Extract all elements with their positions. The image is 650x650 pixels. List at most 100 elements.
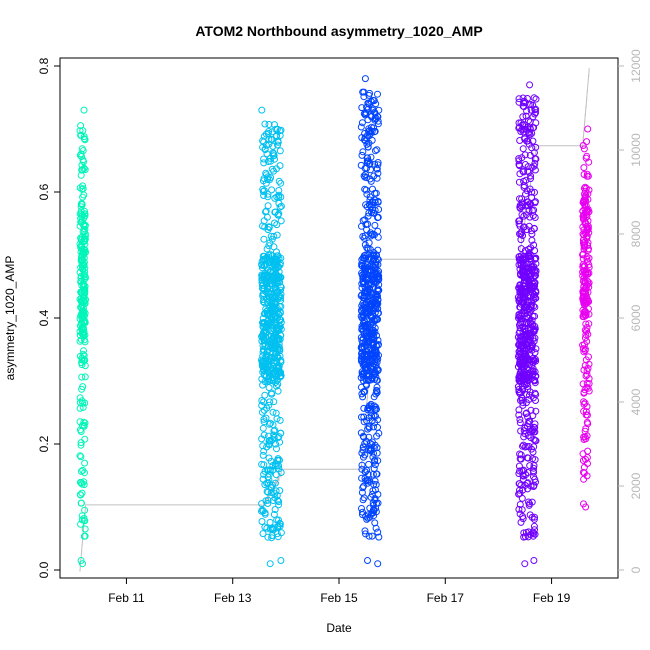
x-axis-label: Date — [326, 621, 352, 635]
data-point — [531, 420, 539, 428]
data-point — [273, 231, 281, 239]
data-point — [361, 308, 369, 316]
data-point — [585, 320, 593, 328]
data-point — [584, 242, 592, 249]
data-point — [579, 142, 587, 149]
data-point — [524, 413, 532, 421]
data-point — [76, 404, 84, 412]
data-point — [277, 283, 285, 291]
data-point — [530, 473, 537, 481]
data-point — [276, 147, 284, 155]
data-point — [77, 289, 85, 297]
data-point — [77, 272, 85, 280]
data-point — [579, 380, 587, 388]
data-point — [529, 368, 537, 376]
data-point — [276, 372, 284, 380]
data-point — [580, 400, 588, 408]
data-point — [371, 147, 379, 155]
data-point — [530, 291, 538, 299]
data-point — [264, 176, 272, 183]
data-point — [515, 351, 523, 359]
data-point — [368, 412, 376, 420]
data-point — [361, 363, 369, 371]
cumulative-count-line — [79, 68, 590, 572]
data-point — [367, 232, 375, 240]
data-point — [367, 351, 375, 359]
data-point — [80, 221, 87, 229]
data-point — [365, 292, 373, 300]
data-point — [372, 293, 380, 301]
data-point — [516, 419, 524, 427]
data-point — [520, 103, 528, 111]
data-point — [583, 472, 591, 480]
data-point — [528, 144, 536, 152]
data-point — [260, 271, 268, 279]
data-point — [516, 389, 524, 397]
data-point — [80, 158, 88, 166]
data-point — [81, 419, 89, 427]
data-point — [363, 103, 371, 111]
data-point — [520, 529, 528, 537]
data-point — [261, 337, 269, 345]
data-point — [76, 151, 84, 159]
data-point — [265, 311, 273, 319]
data-point — [516, 337, 524, 345]
data-point — [76, 452, 84, 460]
data-point — [374, 341, 382, 349]
y2-tick-label: 4000 — [629, 388, 643, 415]
data-point — [81, 273, 89, 281]
data-point — [579, 450, 587, 458]
data-point — [522, 211, 530, 219]
data-point — [368, 417, 376, 424]
data-point — [81, 210, 89, 218]
data-point — [260, 418, 268, 426]
data-point — [361, 338, 369, 346]
data-point — [580, 398, 588, 406]
data-point — [532, 95, 540, 103]
data-point — [581, 183, 589, 191]
data-point — [530, 94, 538, 102]
data-point — [362, 512, 370, 520]
data-point — [524, 355, 532, 363]
data-point — [266, 560, 274, 568]
data-point — [76, 222, 84, 230]
data-point — [271, 219, 278, 227]
data-point — [579, 215, 587, 223]
data-point — [268, 128, 276, 136]
data-point — [518, 494, 526, 502]
data-point — [524, 454, 532, 462]
data-point — [357, 334, 365, 341]
data-point — [582, 320, 590, 328]
data-point — [77, 131, 85, 139]
data-point — [366, 478, 374, 486]
data-point — [363, 159, 371, 167]
data-point — [518, 506, 526, 514]
data-point — [580, 299, 588, 307]
data-point — [358, 489, 366, 496]
data-point — [519, 515, 527, 523]
data-point — [371, 441, 379, 449]
data-point — [517, 245, 525, 253]
data-point — [77, 467, 85, 475]
data-point — [358, 222, 365, 230]
data-point — [583, 371, 591, 379]
data-point — [264, 202, 272, 210]
data-point — [259, 424, 267, 432]
data-point — [523, 423, 531, 430]
data-point — [523, 306, 531, 314]
data-point — [520, 295, 527, 303]
data-point — [517, 397, 524, 404]
data-point — [263, 328, 271, 336]
series-4 — [514, 81, 540, 568]
data-point — [272, 133, 280, 140]
data-point — [525, 498, 532, 506]
data-point — [371, 309, 379, 317]
data-point — [80, 165, 88, 173]
data-point — [517, 259, 525, 267]
data-point — [81, 268, 89, 276]
data-point — [276, 438, 284, 446]
data-point — [363, 372, 371, 380]
data-point — [265, 454, 273, 462]
data-point — [528, 262, 536, 270]
data-point — [277, 193, 285, 201]
